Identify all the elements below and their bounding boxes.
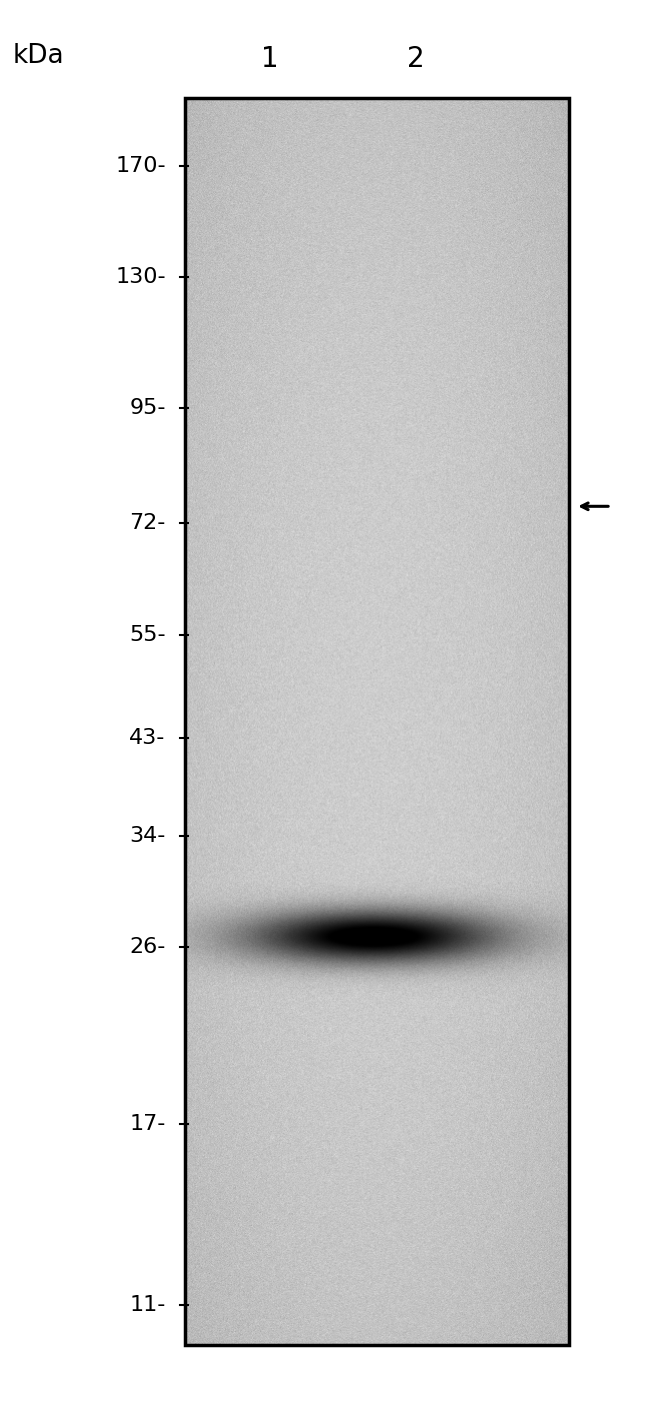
Text: 1: 1 <box>261 45 279 73</box>
Text: 34-: 34- <box>129 825 166 846</box>
Text: 130-: 130- <box>115 268 166 287</box>
Text: 55-: 55- <box>129 625 166 646</box>
Bar <box>185 98 569 1345</box>
Text: 170-: 170- <box>115 156 166 175</box>
Text: 17-: 17- <box>129 1114 166 1133</box>
Text: 26-: 26- <box>129 937 166 957</box>
Text: 72-: 72- <box>129 513 166 534</box>
Text: 43-: 43- <box>129 729 166 748</box>
Text: 95-: 95- <box>129 398 166 417</box>
Text: kDa: kDa <box>13 43 64 69</box>
Text: 11-: 11- <box>129 1296 166 1316</box>
Text: 2: 2 <box>407 45 425 73</box>
